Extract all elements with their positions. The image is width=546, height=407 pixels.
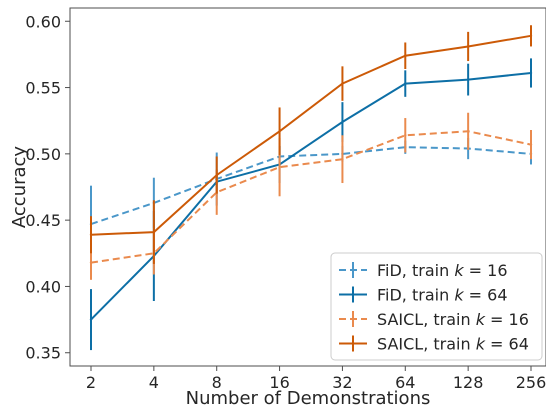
series-3	[89, 25, 533, 264]
x-tick-label: 8	[212, 373, 222, 392]
data-point	[466, 45, 470, 48]
legend-entry: FiD, train k = 16	[339, 261, 508, 280]
data-point	[278, 165, 281, 169]
legend-label: FiD, train k = 16	[377, 261, 508, 280]
ticks: 2 4 8 16 32 64 128 256 0.35 0.40 0.45 0.50 0.55 0.60	[25, 12, 546, 392]
x-tick-label: 64	[395, 373, 415, 392]
y-tick-label: 0.40	[25, 277, 61, 296]
data-point	[341, 120, 344, 124]
x-tick-label: 16	[269, 373, 289, 392]
y-tick-label: 0.35	[25, 344, 61, 363]
data-point	[89, 261, 93, 264]
data-point	[89, 318, 93, 321]
data-point	[466, 130, 470, 133]
x-axis-label: Number of Demonstrations	[186, 388, 431, 407]
data-point	[89, 233, 93, 236]
legend-box	[330, 252, 543, 361]
legend: FiD, train k = 16 FiD, train k = 64 SAICL,…	[330, 252, 543, 361]
legend-label: FiD, train k = 64	[377, 286, 508, 305]
data-point	[278, 130, 281, 133]
x-tick-label: 4	[149, 373, 159, 392]
data-point	[341, 82, 344, 85]
data-point	[404, 54, 407, 57]
data-point	[529, 143, 533, 146]
legend-entry: SAICL, train k = 64	[339, 335, 529, 354]
data-point	[404, 82, 407, 85]
y-tick-label: 0.55	[25, 79, 61, 98]
data-point	[215, 173, 218, 177]
data-point	[404, 134, 407, 137]
x-tick-label: 256	[516, 373, 546, 392]
series-layer	[89, 25, 533, 351]
legend-label: SAICL, train k = 16	[377, 310, 529, 329]
y-axis-label: Accuracy	[9, 146, 30, 229]
data-point	[341, 157, 344, 161]
legend-label: SAICL, train k = 64	[377, 335, 529, 354]
series-line	[90, 146, 532, 226]
data-point	[152, 230, 156, 234]
x-tick-label: 32	[332, 373, 352, 392]
y-tick-label: 0.60	[25, 12, 61, 31]
y-tick-label: 0.45	[25, 211, 61, 230]
legend-entry: SAICL, train k = 16	[339, 310, 529, 329]
x-tick-label: 128	[453, 373, 484, 392]
y-tick-label: 0.50	[25, 145, 61, 164]
x-tick-label: 2	[86, 373, 96, 392]
series-line	[90, 130, 532, 264]
data-point	[466, 78, 470, 81]
data-point	[529, 34, 533, 38]
series-line	[90, 34, 532, 236]
legend-entry: FiD, train k = 64	[339, 286, 508, 305]
data-point	[529, 71, 533, 75]
